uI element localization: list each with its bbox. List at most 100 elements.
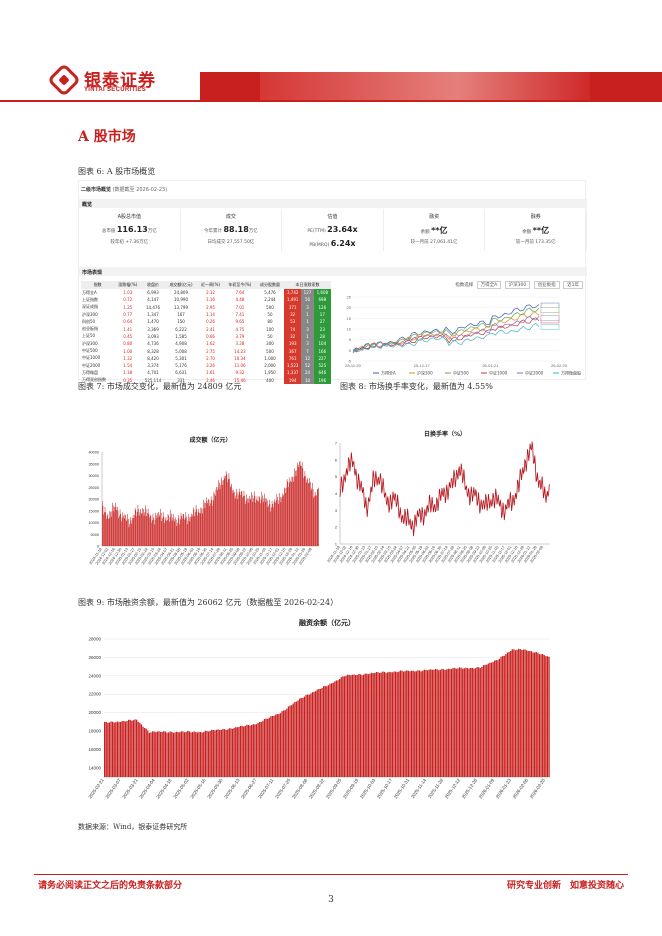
table-cell: 1.61: [206, 370, 215, 376]
bar: [142, 726, 144, 777]
bar: [304, 471, 306, 546]
overview-header: 概览: [79, 199, 587, 208]
bar: [108, 518, 110, 546]
bar: [272, 503, 273, 546]
table-row[interactable]: 上证50 0.45 3,093 1,585 0.66 3.79 50 32 1 28: [81, 332, 331, 341]
table-cell: 127: [301, 289, 314, 297]
bar: [140, 509, 141, 546]
bar: [204, 502, 205, 546]
bar: [524, 649, 526, 777]
bar: [135, 509, 137, 546]
bar: [143, 509, 144, 546]
selector-dropdown-1[interactable]: 万得全A: [476, 281, 502, 289]
bar: [179, 732, 181, 777]
bar: [126, 519, 128, 546]
bar: [522, 649, 525, 777]
y-tick-label: 6: [335, 458, 337, 462]
bar: [312, 482, 313, 546]
bar: [214, 493, 215, 546]
table-row[interactable]: 中证2000 1.54 3,374 5,176 3.26 11.06 2,000 1,523 5…: [81, 361, 331, 370]
bar: [226, 474, 228, 546]
bar: [308, 694, 310, 777]
bar: [225, 475, 226, 546]
bar: [293, 476, 295, 546]
bar: [197, 515, 198, 546]
card-value: 88.18: [223, 225, 249, 234]
bar: [455, 668, 457, 777]
x-tick-label: 2025-06-13: [223, 777, 241, 799]
bar: [115, 722, 117, 777]
bar: [204, 507, 206, 546]
bar: [214, 730, 216, 777]
selector-dropdown-2[interactable]: 沪深300: [504, 281, 531, 289]
table-cell: 196: [313, 376, 331, 384]
card-line-2: 较一月前 173.35亿: [485, 239, 586, 245]
bar: [147, 512, 148, 546]
bar: [503, 655, 505, 777]
bar: [134, 507, 136, 546]
card-value: 23.64x: [327, 225, 358, 234]
bar: [145, 509, 147, 546]
overview-card: 融券 余额 **亿 较一月前 173.35亿: [485, 209, 587, 251]
bar: [176, 526, 178, 546]
bar: [192, 514, 193, 546]
bar: [370, 672, 373, 777]
table-row[interactable]: 中证1000 1.32 8,420 5,301 2.70 10.34 1,000 761 12 2…: [81, 354, 331, 362]
selector-dropdown-period[interactable]: 近1年: [563, 281, 583, 289]
bar: [132, 515, 134, 546]
bar: [108, 722, 111, 777]
table-row[interactable]: 沪深300 0.77 1,347 167 1.14 7.41 50 32 1 17: [81, 310, 331, 319]
bar: [198, 509, 200, 546]
table-row[interactable]: 万得全A 1.03 6,993 24,809 2.12 7.64 5,476 3,742 127…: [81, 289, 331, 297]
bar: [394, 671, 397, 777]
table-row[interactable]: 万得微盘 1.18 4,701 6,631 1.61 9.32 1,950 1,337 24 64…: [81, 369, 331, 377]
table-cell: 4.48: [235, 297, 245, 303]
table-row[interactable]: 中证500 1.00 8,328 5,008 2.75 14.23 500 367 7 166: [81, 347, 331, 355]
table-row[interactable]: 深证成指 1.25 14,476 13,799 2.95 7.01 500 371 3 126: [81, 303, 331, 311]
bar: [306, 479, 308, 546]
table-row[interactable]: 创业板指 1.41 3,369 6,222 2.41 4.75 100 74 3 23: [81, 325, 331, 333]
bar: [506, 652, 509, 777]
table-cell: 3: [301, 325, 314, 333]
card-line-2: 较一月前 27,061.41亿: [384, 239, 485, 245]
bar: [177, 515, 179, 546]
bar: [188, 731, 190, 777]
bar: [195, 512, 196, 546]
bar: [258, 496, 260, 546]
x-tick-label: 2025-10-31: [393, 777, 411, 799]
table-cell: 1.18: [123, 370, 133, 376]
table-row[interactable]: 科创50 0.64 1,470 150 0.26 9.65 80 53 1 27: [81, 318, 331, 326]
bar: [112, 502, 113, 546]
table-cell: 698: [313, 296, 331, 304]
company-logo: 银泰证券 YINTAI SECURITIES: [47, 63, 212, 98]
y-tick-label: 5000: [91, 533, 99, 537]
chart-title: 日换手率（%）: [424, 430, 466, 438]
bar: [474, 668, 477, 777]
x-tick-label: 2025-03-07: [104, 777, 122, 799]
table-cell: 15.46: [234, 377, 246, 383]
bar: [269, 499, 270, 546]
bar: [466, 668, 469, 777]
table-cell: 8,328: [147, 348, 159, 354]
bar: [199, 732, 202, 777]
table-row[interactable]: 万得双创指数 0.35 525,114 331 2.46 15.46 400 194 10 196: [81, 376, 331, 384]
table-cell: 2,000: [264, 363, 276, 369]
bar: [338, 679, 341, 777]
bar: [511, 649, 513, 777]
logo-mark-icon: [47, 63, 81, 97]
bar: [323, 686, 325, 777]
bar: [307, 694, 309, 777]
selector-dropdown-3[interactable]: 创业板指: [533, 281, 560, 289]
table-row[interactable]: 沪深300 0.80 4,736 4,908 1.62 3.28 300 193 3 104: [81, 340, 331, 348]
bar: [407, 670, 410, 777]
bar: [255, 724, 258, 777]
table-row[interactable]: 上证指数 0.72 4,147 10,990 1.16 4.48 2,244 1,491 56 6…: [81, 296, 331, 304]
bar: [490, 662, 493, 777]
bar: [431, 669, 433, 777]
bar: [161, 731, 163, 777]
card-label: PB(MRQ): [309, 243, 330, 248]
bar: [414, 671, 416, 777]
bar: [326, 686, 328, 777]
bar: [436, 669, 438, 777]
table-cell: 500: [266, 348, 274, 354]
